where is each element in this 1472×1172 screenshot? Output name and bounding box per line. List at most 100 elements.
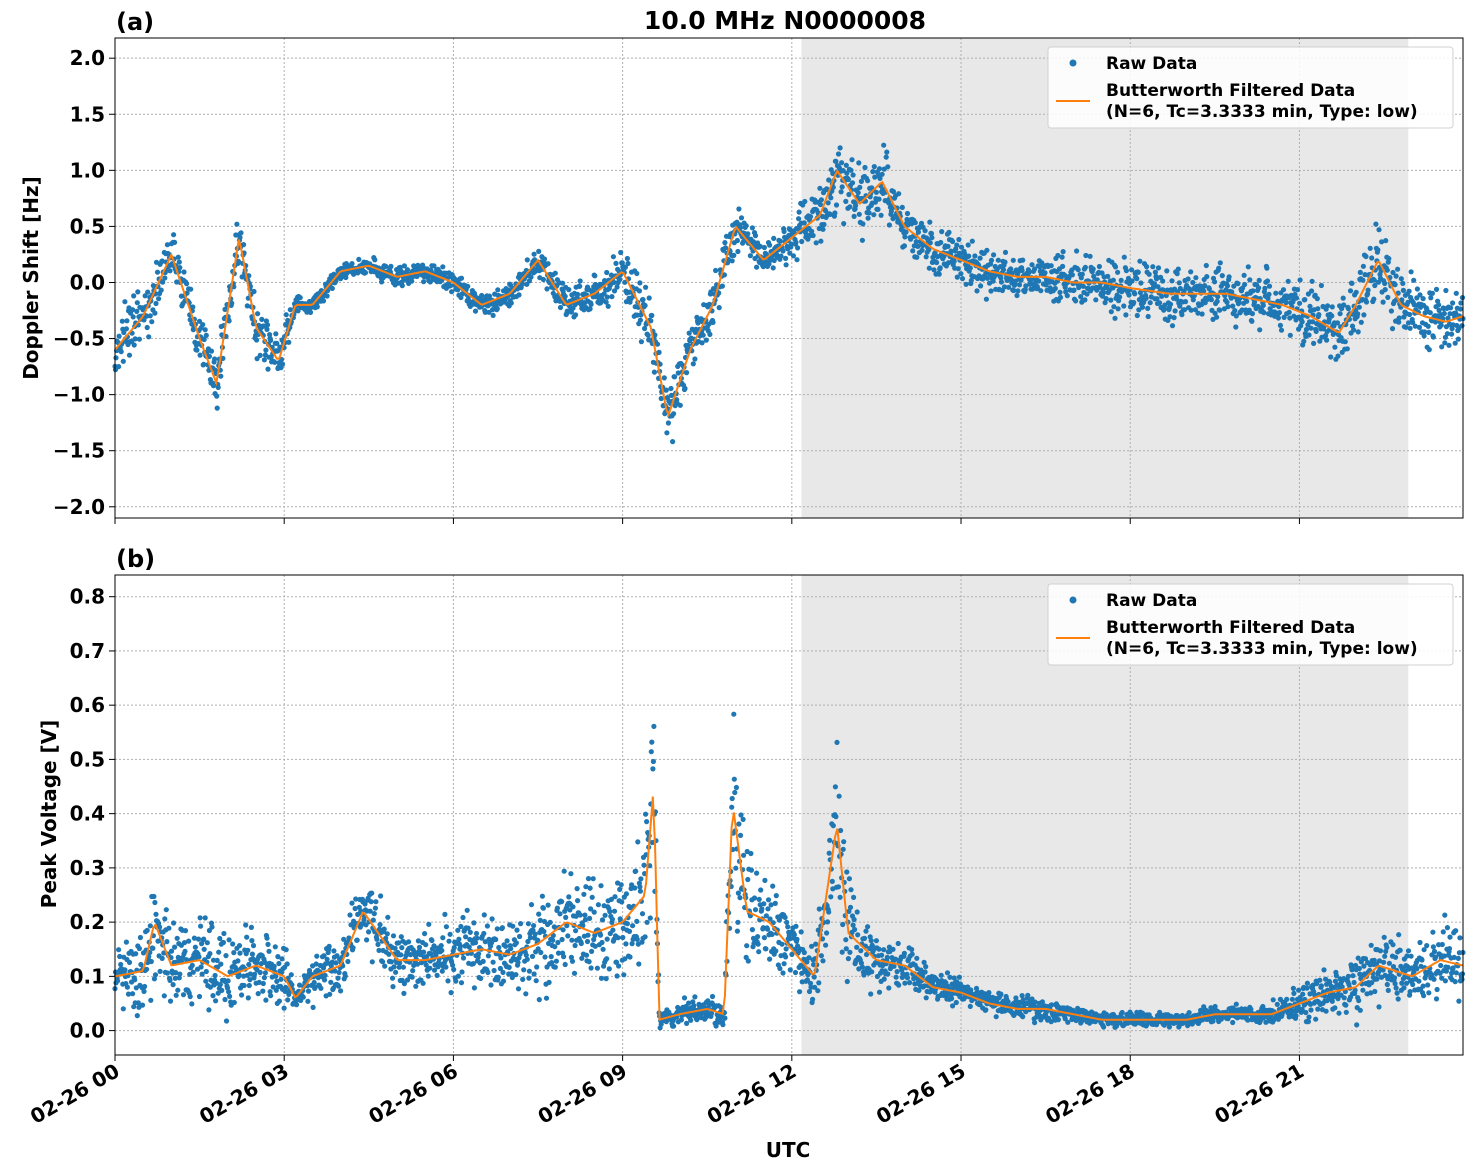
raw-data-point <box>903 229 909 235</box>
raw-data-point <box>1373 221 1379 227</box>
raw-data-point <box>400 964 406 970</box>
raw-data-point <box>245 995 251 1001</box>
raw-data-point <box>204 940 210 946</box>
raw-data-point <box>210 993 216 999</box>
raw-data-point <box>772 900 778 907</box>
raw-data-point <box>201 946 207 952</box>
raw-data-point <box>255 311 261 317</box>
raw-data-point <box>172 239 178 245</box>
raw-data-point <box>384 931 390 937</box>
raw-data-point <box>272 359 278 365</box>
raw-data-point <box>460 914 466 921</box>
raw-data-point <box>498 955 504 961</box>
raw-data-point <box>1175 266 1181 272</box>
raw-data-point <box>1334 320 1341 326</box>
raw-data-point <box>196 318 203 324</box>
raw-data-point <box>1341 302 1347 308</box>
raw-data-point <box>1202 283 1208 289</box>
raw-data-point <box>409 974 415 980</box>
raw-data-point <box>285 997 291 1003</box>
raw-data-point <box>792 969 799 976</box>
raw-data-point <box>675 370 681 376</box>
raw-data-point <box>246 961 252 968</box>
raw-data-point <box>777 965 783 972</box>
raw-data-point <box>1032 1020 1038 1026</box>
raw-data-point <box>369 959 375 965</box>
raw-data-point <box>1262 285 1268 291</box>
raw-data-point <box>223 953 229 959</box>
raw-data-point <box>846 191 852 198</box>
raw-data-point <box>636 961 642 967</box>
raw-data-point <box>516 292 522 298</box>
raw-data-point <box>485 969 491 976</box>
raw-data-point <box>770 883 776 889</box>
raw-data-point <box>489 916 495 922</box>
raw-data-point <box>845 176 852 183</box>
raw-data-point <box>1060 249 1066 255</box>
raw-data-point <box>195 936 202 942</box>
raw-data-point <box>1144 264 1150 270</box>
raw-data-point <box>744 943 750 949</box>
raw-data-point <box>1340 295 1346 301</box>
raw-data-point <box>1105 273 1111 279</box>
raw-data-point <box>919 247 925 253</box>
raw-data-point <box>611 908 618 914</box>
raw-data-point <box>235 958 241 964</box>
raw-data-point <box>1290 985 1296 992</box>
raw-data-point <box>175 254 181 260</box>
raw-data-point <box>390 984 396 990</box>
raw-data-point <box>327 991 333 997</box>
raw-data-point <box>532 257 538 263</box>
raw-data-point <box>618 882 624 888</box>
raw-data-point <box>203 332 209 338</box>
raw-data-point <box>257 352 263 358</box>
raw-data-point <box>116 333 122 339</box>
raw-data-point <box>486 293 493 299</box>
raw-data-point <box>988 257 995 263</box>
raw-data-point <box>448 283 454 289</box>
raw-data-point <box>748 867 755 873</box>
panel-b: 0.80.70.60.50.40.30.20.10.0 (b) Peak Vol… <box>37 545 1466 1061</box>
legend-raw-marker-a <box>1069 59 1077 67</box>
raw-data-point <box>420 980 426 986</box>
raw-data-point <box>1091 273 1097 279</box>
raw-data-point <box>123 939 129 945</box>
raw-data-point <box>823 208 829 214</box>
raw-data-point <box>488 982 494 988</box>
raw-data-point <box>635 839 641 845</box>
raw-data-point <box>159 955 165 962</box>
raw-data-point <box>158 287 164 293</box>
raw-data-point <box>895 940 901 947</box>
raw-data-point <box>573 928 579 934</box>
raw-data-point <box>1313 1016 1319 1022</box>
raw-data-point <box>540 276 547 283</box>
raw-data-point <box>1275 315 1281 321</box>
raw-data-point <box>755 934 761 940</box>
raw-data-point <box>752 907 759 913</box>
raw-data-point <box>820 226 826 232</box>
raw-data-point <box>520 976 526 983</box>
raw-data-point <box>479 292 485 299</box>
raw-data-point <box>1134 276 1140 282</box>
raw-data-point <box>369 890 375 896</box>
raw-data-point <box>215 384 221 390</box>
raw-data-point <box>570 904 576 910</box>
raw-data-point <box>552 964 558 970</box>
raw-data-point <box>855 932 861 938</box>
raw-data-point <box>592 273 598 279</box>
raw-data-point <box>175 987 181 993</box>
raw-data-point <box>736 206 742 212</box>
raw-data-point <box>264 935 270 941</box>
raw-data-point <box>1134 312 1140 319</box>
raw-data-point <box>1392 282 1398 288</box>
raw-data-point <box>1382 287 1388 293</box>
raw-data-point <box>273 331 279 337</box>
raw-data-point <box>152 310 158 316</box>
raw-data-point <box>1293 1013 1299 1019</box>
raw-data-point <box>798 929 804 935</box>
raw-data-point <box>130 307 136 313</box>
raw-data-point <box>1084 291 1090 297</box>
raw-data-point <box>1306 1014 1312 1020</box>
raw-data-point <box>668 392 675 398</box>
raw-data-point <box>459 969 465 975</box>
